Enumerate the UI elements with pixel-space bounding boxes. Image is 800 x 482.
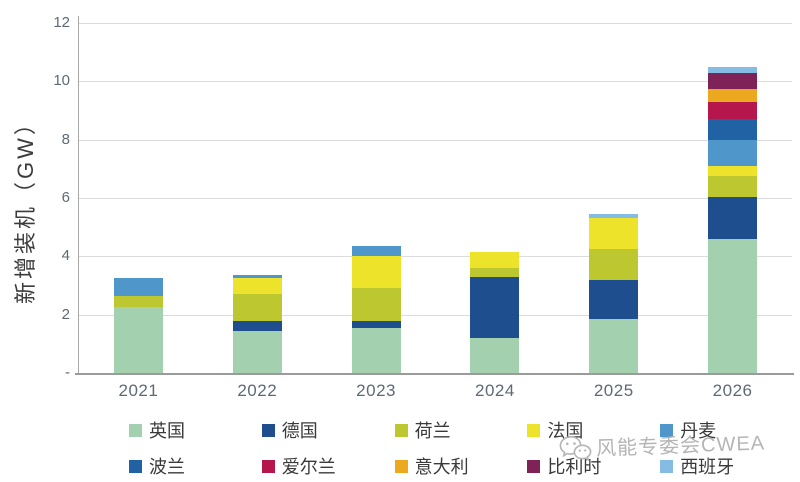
gridline-4	[79, 256, 792, 258]
legend-label-波兰: 波兰	[149, 457, 185, 477]
segment-2026-爱尔兰	[708, 101, 758, 120]
x-tick-label-2024: 2024	[474, 381, 515, 400]
segment-2021-丹麦	[113, 278, 163, 296]
legend-label-德国: 德国	[281, 421, 318, 441]
legend-swatch-爱尔兰	[261, 459, 275, 473]
legend-swatch-意大利	[394, 459, 408, 473]
bar-2024	[470, 23, 520, 373]
segment-2025-英国	[589, 319, 639, 373]
gridline-6	[79, 198, 792, 199]
segment-2024-法国	[470, 251, 520, 268]
y-tick-label-12: 12	[53, 14, 70, 31]
segment-2026-比利时	[708, 72, 758, 89]
legend-label-法国: 法国	[547, 421, 584, 441]
segment-2023-英国	[351, 327, 401, 373]
segment-2023-法国	[351, 256, 401, 289]
segment-2026-英国	[708, 238, 758, 373]
gridline-12	[79, 23, 792, 24]
legend-label-意大利: 意大利	[414, 457, 469, 477]
y-axis-line	[78, 16, 79, 374]
bar-2021	[113, 23, 163, 373]
legend-label-爱尔兰: 爱尔兰	[281, 457, 336, 477]
segment-2025-西班牙	[589, 214, 639, 219]
legend-swatch-荷兰	[394, 423, 408, 437]
legend-label-荷兰: 荷兰	[414, 421, 451, 441]
bar-2022	[232, 23, 282, 373]
segment-2026-西班牙	[708, 66, 758, 73]
segment-2022-法国	[232, 278, 282, 295]
legend-item-德国: 德国	[261, 417, 395, 443]
legend-swatch-西班牙	[660, 459, 674, 473]
plot-area	[79, 23, 792, 373]
gridline-10	[79, 81, 792, 83]
legend-label-比利时: 比利时	[547, 457, 602, 477]
legend-label-英国: 英国	[149, 421, 185, 441]
legend: 英国 德国 荷兰 法国 丹麦波兰 爱尔兰 意大利 比利时 西班牙	[129, 412, 793, 482]
legend-item-波兰: 波兰	[129, 453, 262, 479]
legend-label-西班牙: 西班牙	[680, 457, 735, 477]
bar-2026	[708, 23, 758, 373]
legend-item-西班牙: 西班牙	[660, 453, 793, 479]
y-tick-label-2: 2	[61, 305, 70, 323]
y-tick-label-0: -	[65, 364, 70, 381]
segment-2024-荷兰	[470, 268, 520, 277]
segment-2022-德国	[232, 320, 282, 331]
segment-2026-波兰	[708, 119, 758, 140]
segment-2023-丹麦	[351, 246, 401, 257]
legend-item-英国: 英国	[129, 417, 262, 443]
legend-swatch-比利时	[527, 459, 541, 473]
bar-2025	[589, 23, 639, 373]
x-tick-label-2026: 2026	[712, 381, 753, 400]
segment-2026-丹麦	[708, 139, 758, 166]
segment-2025-法国	[589, 218, 639, 250]
legend-swatch-波兰	[129, 459, 142, 473]
segment-2021-荷兰	[113, 295, 163, 308]
x-tick-label-2021: 2021	[118, 381, 159, 400]
y-tick-label-10: 10	[53, 72, 70, 90]
segment-2026-法国	[708, 165, 758, 177]
segment-2023-德国	[351, 320, 401, 328]
segment-2025-德国	[589, 279, 639, 320]
segment-2025-荷兰	[589, 249, 639, 280]
legend-item-爱尔兰: 爱尔兰	[261, 453, 395, 479]
x-axis-line	[75, 373, 794, 375]
legend-item-丹麦: 丹麦	[660, 417, 793, 443]
segment-2026-意大利	[708, 88, 758, 102]
segment-2022-荷兰	[232, 294, 282, 321]
legend-item-意大利: 意大利	[394, 453, 528, 479]
legend-item-比利时: 比利时	[527, 453, 660, 479]
legend-item-荷兰: 荷兰	[394, 417, 528, 443]
legend-item-法国: 法国	[527, 417, 660, 443]
legend-swatch-英国	[129, 423, 142, 437]
y-tick-label-4: 4	[61, 247, 70, 265]
gridline-2	[79, 314, 792, 316]
segment-2024-英国	[470, 338, 520, 373]
segment-2026-荷兰	[708, 176, 758, 197]
segment-2026-德国	[708, 196, 758, 239]
x-tick-label-2025: 2025	[593, 381, 634, 400]
legend-swatch-德国	[261, 423, 275, 437]
segment-2022-丹麦	[232, 275, 282, 279]
legend-swatch-法国	[527, 423, 541, 437]
segment-2024-德国	[470, 276, 520, 338]
legend-swatch-丹麦	[660, 423, 674, 437]
y-tick-label-6: 6	[61, 189, 70, 206]
segment-2023-荷兰	[351, 288, 401, 321]
segment-2022-英国	[232, 330, 282, 373]
gridline-8	[79, 139, 792, 141]
legend-label-丹麦: 丹麦	[680, 421, 717, 441]
x-tick-label-2022: 2022	[237, 381, 278, 400]
segment-2021-英国	[113, 307, 163, 373]
bar-2023	[351, 23, 401, 373]
y-tick-label-8: 8	[61, 130, 70, 148]
x-tick-label-2023: 2023	[356, 381, 396, 400]
